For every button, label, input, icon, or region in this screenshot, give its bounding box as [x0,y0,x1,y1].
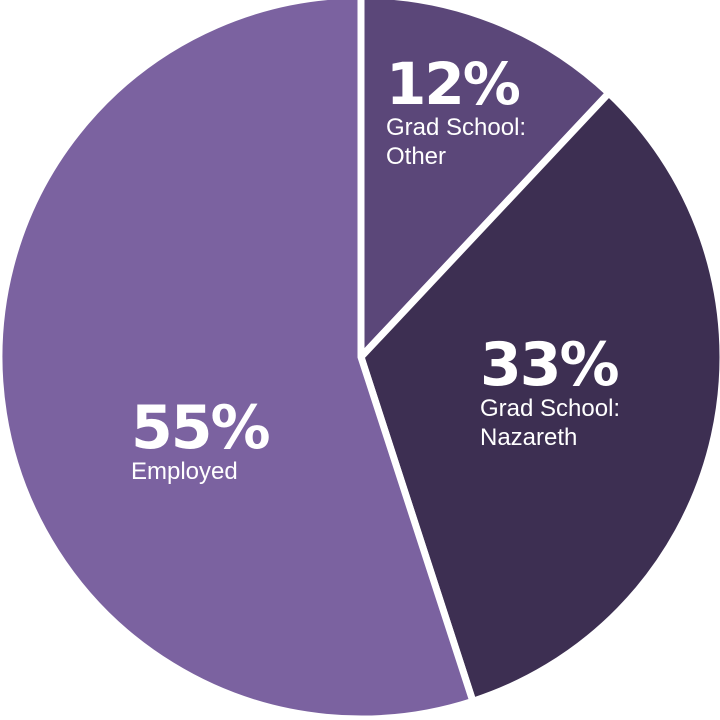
pie-slice-employed [0,0,473,719]
slice-percent-grad-school-other: 12% [386,50,520,118]
slice-label-employed-line-1: Employed [131,458,238,485]
slice-label-grad-school-nazareth-line-1: Grad School: [480,395,620,422]
slice-percent-grad-school-nazareth: 33% [480,330,618,400]
pie-slice-grad-school-other [357,0,614,366]
slice-label-grad-school-nazareth-line-2: Nazareth [480,424,577,451]
slice-label-grad-school-other-line-2: Other [386,143,446,170]
slice-percent-employed: 55% [131,393,269,463]
pie-slice-grad-school-nazareth [357,88,720,706]
slice-label-grad-school-other-line-1: Grad School: [386,114,526,141]
